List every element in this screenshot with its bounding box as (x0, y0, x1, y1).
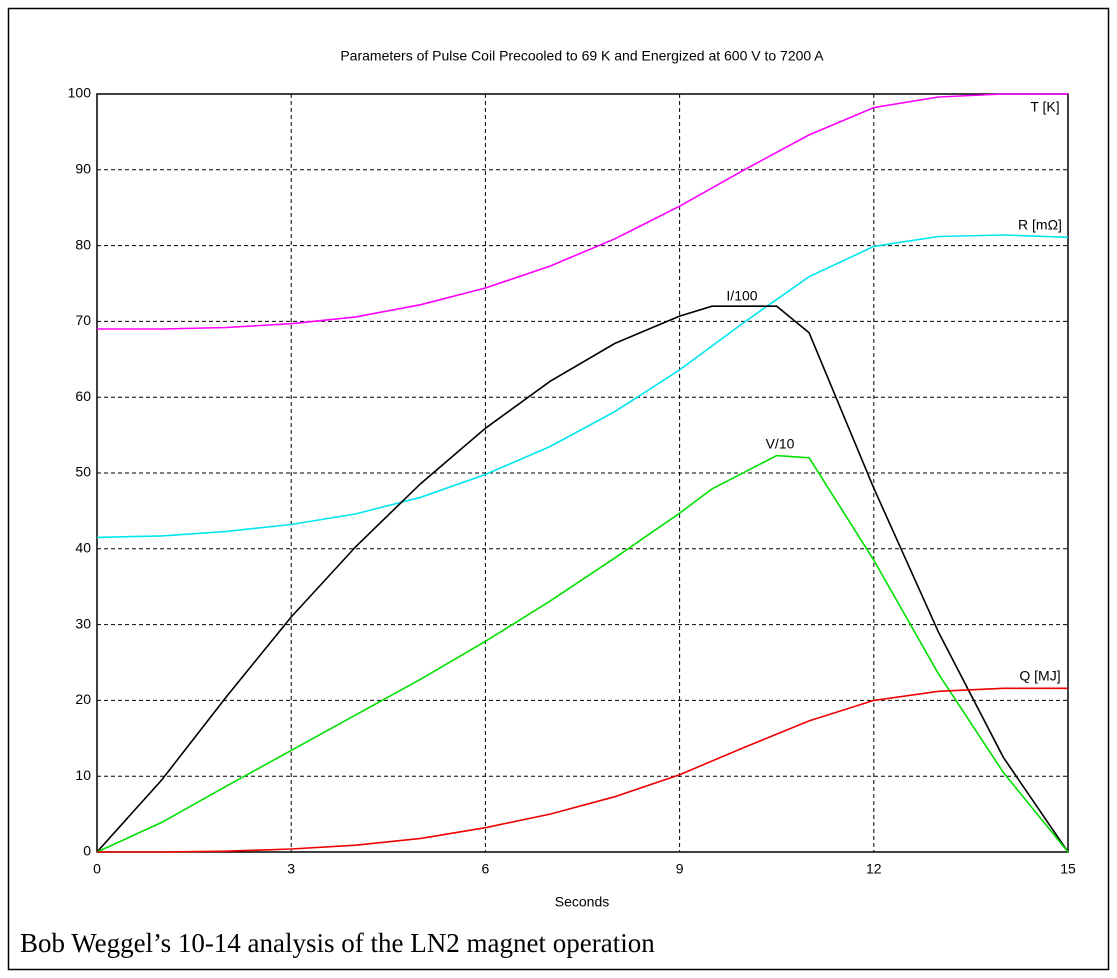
y-tick-label: 40 (75, 540, 91, 556)
y-tick-label: 20 (75, 691, 91, 707)
x-tick-label: 0 (93, 861, 101, 877)
x-tick-label: 6 (482, 861, 490, 877)
x-axis-label: Seconds (555, 894, 609, 910)
series-line (96, 234, 1069, 539)
x-tick-label: 3 (287, 861, 295, 877)
figure-border (7, 7, 1110, 971)
series-line (97, 93, 1068, 330)
x-tick-label: 9 (676, 861, 684, 877)
plot-frame (96, 93, 1069, 853)
x-tick-label: 12 (866, 861, 882, 877)
y-tick-label: 70 (75, 312, 91, 328)
series-label: R [mΩ] (1018, 217, 1062, 233)
y-tick-label: 100 (68, 85, 92, 101)
series-label: I/100 (726, 288, 757, 304)
y-tick-label: 80 (75, 236, 91, 252)
y-tick-label: 60 (75, 388, 91, 404)
series-label: Q [MJ] (1019, 668, 1060, 684)
y-tick-label: 10 (75, 767, 91, 783)
caption: Bob Weggel’s 10-14 analysis of the LN2 m… (20, 928, 655, 958)
series-label: V/10 (766, 436, 795, 452)
y-tick-label: 90 (75, 161, 91, 177)
y-tick-label: 30 (75, 615, 91, 631)
y-tick-label: 50 (75, 464, 91, 480)
chart-title: Parameters of Pulse Coil Precooled to 69… (340, 48, 824, 64)
y-tick-label: 0 (83, 843, 91, 859)
x-tick-label: 15 (1060, 861, 1076, 877)
series-label: T [K] (1030, 99, 1059, 115)
series-line (96, 454, 1069, 853)
series-line (96, 305, 1069, 853)
series-line (97, 687, 1068, 853)
